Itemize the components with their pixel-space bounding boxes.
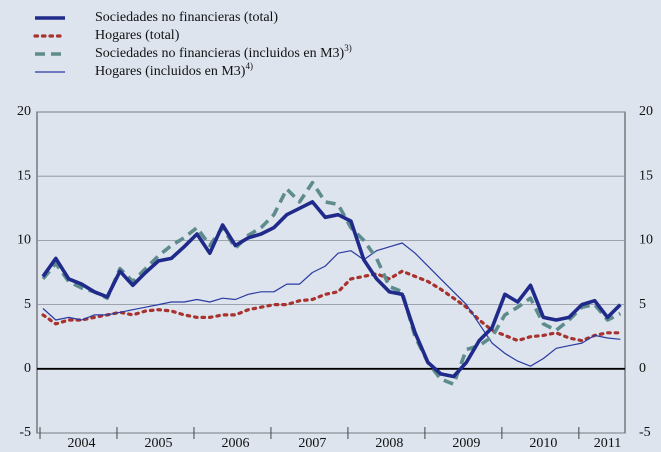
y2-tick-label: -5 bbox=[639, 425, 651, 440]
legend-footnote: 4) bbox=[245, 61, 253, 71]
y-tick-label: -5 bbox=[19, 425, 31, 440]
series-line bbox=[41, 200, 622, 379]
x-tick-label: 2007 bbox=[298, 436, 326, 451]
legend-label: Hogares (total) bbox=[95, 28, 180, 43]
series-line bbox=[42, 242, 621, 367]
legend-footnote: 3) bbox=[344, 43, 352, 53]
x-tick-label: 2006 bbox=[221, 436, 249, 451]
legend-name: Sociedades no financieras (total) bbox=[95, 10, 278, 25]
legend-label: Sociedades no financieras (incluidos en … bbox=[95, 43, 352, 61]
y-tick-label: 10 bbox=[17, 233, 31, 248]
legend-name: Sociedades no financieras (incluidos en … bbox=[95, 46, 345, 61]
x-tick-label: 2008 bbox=[375, 436, 403, 451]
y-tick-label: 0 bbox=[24, 361, 31, 376]
y-tick-label: 5 bbox=[24, 297, 31, 312]
x-tick-label: 2005 bbox=[144, 436, 172, 451]
series-line bbox=[41, 180, 622, 386]
x-tick-label: 2011 bbox=[594, 436, 621, 451]
y2-tick-label: 10 bbox=[639, 233, 653, 248]
series-line bbox=[41, 269, 622, 343]
x-tick-label: 2009 bbox=[452, 436, 480, 451]
legend-name: Hogares (incluidos en M3) bbox=[95, 64, 246, 79]
legend-name: Hogares (total) bbox=[95, 28, 180, 43]
y2-tick-label: 20 bbox=[639, 104, 653, 119]
x-tick-label: 2010 bbox=[529, 436, 557, 451]
y2-tick-label: 0 bbox=[639, 361, 646, 376]
plot-frame bbox=[36, 111, 626, 434]
y-tick-label: 15 bbox=[17, 168, 31, 183]
y2-tick-label: 15 bbox=[639, 168, 653, 183]
y-tick-label: 20 bbox=[17, 104, 31, 119]
legend-label: Sociedades no financieras (total) bbox=[95, 10, 278, 25]
x-tick-label: 2004 bbox=[67, 436, 95, 451]
y2-tick-label: 5 bbox=[639, 297, 646, 312]
legend-label: Hogares (incluidos en M3)4) bbox=[95, 61, 253, 79]
